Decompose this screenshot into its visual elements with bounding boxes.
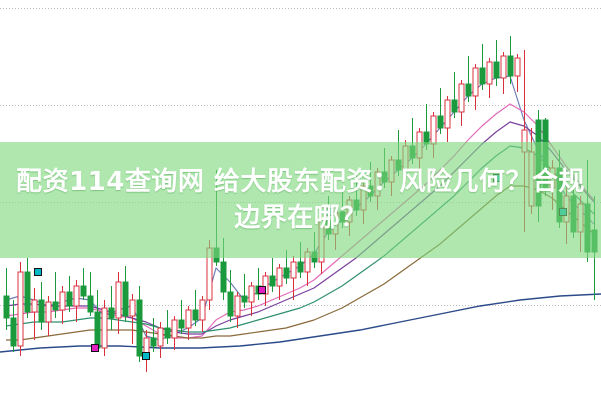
watermark-text-container: 配资114查询网 给大股东配资：风险几何？合规边界在哪？ xyxy=(0,142,601,258)
watermark-title: 配资114查询网 给大股东配资：风险几何？合规边界在哪？ xyxy=(16,167,585,233)
